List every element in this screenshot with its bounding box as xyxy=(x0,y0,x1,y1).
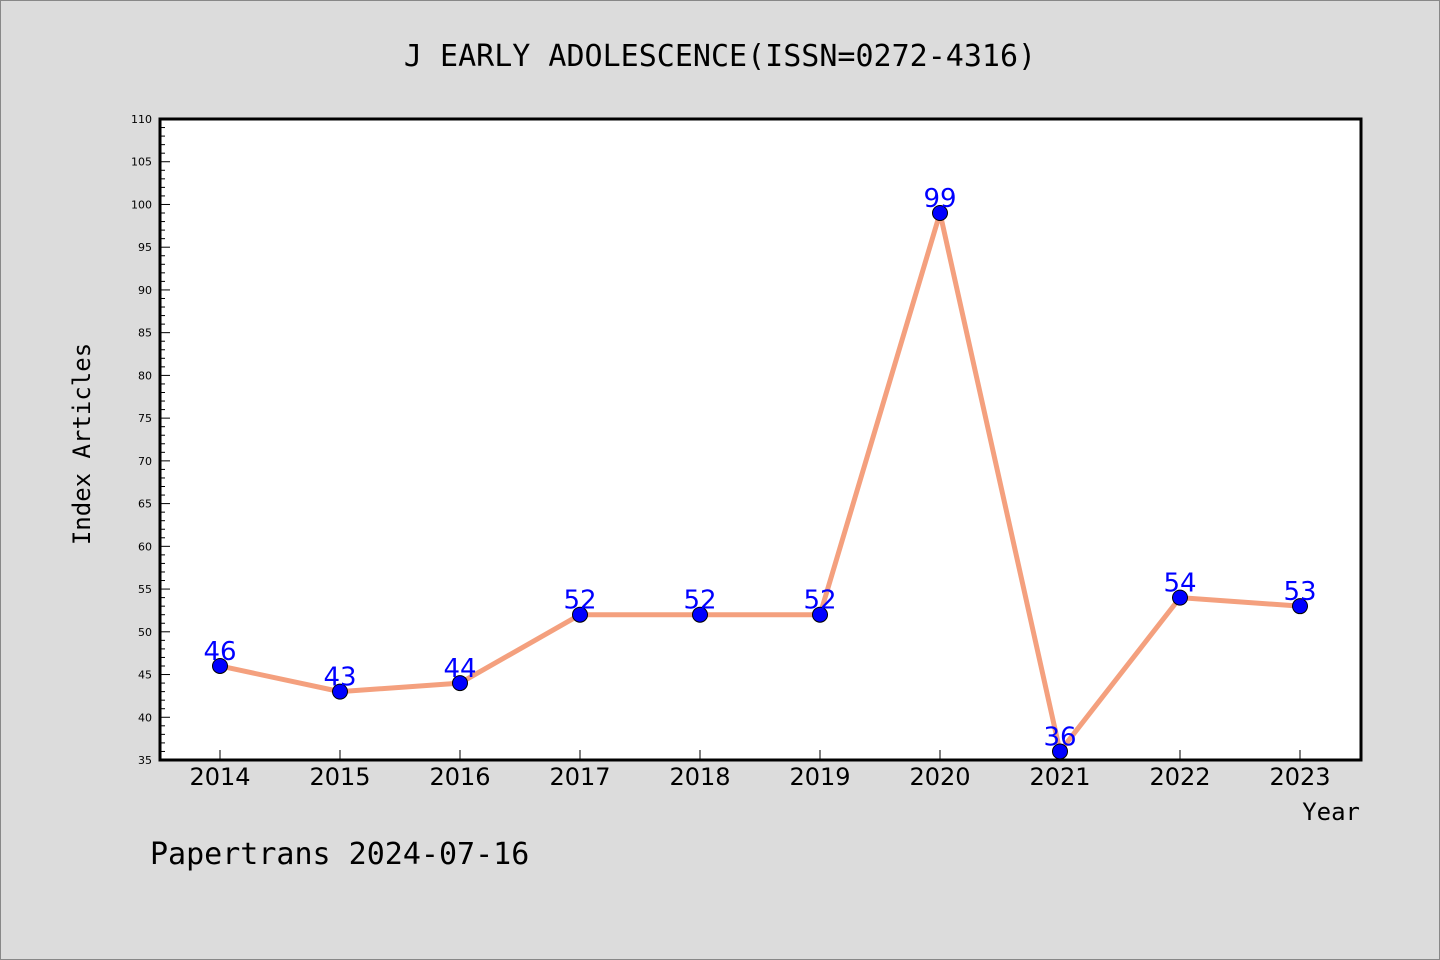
data-label: 43 xyxy=(323,663,356,693)
y-tick-label: 65 xyxy=(138,498,152,511)
data-label: 36 xyxy=(1043,722,1076,752)
data-label: 53 xyxy=(1283,577,1316,607)
x-tick-label: 2023 xyxy=(1269,763,1330,791)
y-tick-label: 80 xyxy=(138,369,152,382)
x-tick-label: 2022 xyxy=(1149,763,1210,791)
data-label: 44 xyxy=(443,654,476,684)
y-tick-label: 95 xyxy=(138,241,152,254)
x-tick-label: 2017 xyxy=(549,763,610,791)
series-line xyxy=(217,210,1303,754)
y-axis-label: Index Articles xyxy=(68,343,96,545)
x-tick-label: 2018 xyxy=(669,763,730,791)
data-point xyxy=(1172,589,1188,606)
x-tick-label: 2015 xyxy=(309,763,370,791)
y-tick-label: 45 xyxy=(138,669,152,682)
chart-title: J EARLY ADOLESCENCE(ISSN=0272-4316) xyxy=(404,39,1036,74)
data-point xyxy=(572,606,588,623)
y-tick-label: 60 xyxy=(138,540,152,553)
y-tick-label: 40 xyxy=(138,711,152,724)
y-tick-label: 50 xyxy=(138,626,152,639)
x-tick-label: 2016 xyxy=(429,763,490,791)
data-label: 52 xyxy=(563,586,596,616)
data-point xyxy=(1292,598,1308,615)
marker-group xyxy=(212,205,1308,760)
y-tick-label: 35 xyxy=(138,754,152,767)
y-tick-label: 85 xyxy=(138,327,152,340)
data-label: 99 xyxy=(923,184,956,214)
y-tick-label: 55 xyxy=(138,583,152,596)
x-tick-label: 2014 xyxy=(189,763,250,791)
data-point xyxy=(812,606,828,623)
x-axis-label: Year xyxy=(1302,798,1360,826)
y-tick-label: 70 xyxy=(138,455,152,468)
footer-credit: Papertrans 2024-07-16 xyxy=(150,837,529,872)
data-label: 52 xyxy=(803,586,836,616)
data-label: 52 xyxy=(683,586,716,616)
data-point xyxy=(212,657,228,674)
series-line-group xyxy=(217,210,1303,754)
x-axis: 2014 2015 2016 2017 2018 2019 2020 2021 2022 2023 xyxy=(189,750,1331,791)
data-label: 46 xyxy=(203,637,236,667)
plot-area xyxy=(158,117,1363,762)
y-tick-label: 75 xyxy=(138,412,152,425)
y-tick-label: 90 xyxy=(138,284,152,297)
data-label: 54 xyxy=(1163,569,1196,599)
data-point xyxy=(692,606,708,623)
x-tick-label: 2021 xyxy=(1029,763,1090,791)
y-tick-label: 100 xyxy=(131,198,152,211)
data-point xyxy=(1052,743,1068,760)
data-point xyxy=(932,205,948,222)
data-point xyxy=(452,675,468,692)
y-tick-label: 105 xyxy=(131,156,152,169)
data-label-group: 46 43 44 52 52 52 99 36 54 53 xyxy=(203,184,1316,752)
data-point xyxy=(332,683,348,700)
x-tick-label: 2020 xyxy=(909,763,970,791)
y-axis: 35 40 45 50 55 60 65 70 75 80 85 90 95 100 105 110 xyxy=(131,113,170,767)
y-tick-label: 110 xyxy=(131,113,152,126)
x-tick-label: 2019 xyxy=(789,763,850,791)
